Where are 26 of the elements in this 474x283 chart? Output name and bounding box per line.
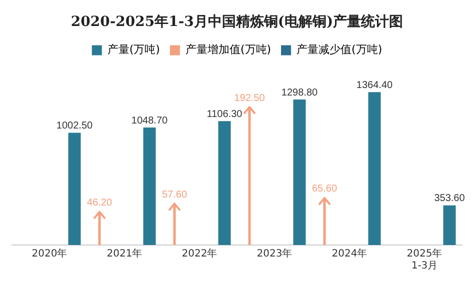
- bar: [143, 128, 156, 245]
- bar: [293, 100, 306, 245]
- data-label: 1002.50: [56, 120, 94, 132]
- x-tick-label: 2024年: [332, 248, 368, 260]
- data-label: 1364.40: [356, 80, 394, 91]
- data-label: 1106.30: [206, 108, 243, 120]
- x-tick-label: 2021年: [106, 248, 142, 260]
- data-label: 1298.80: [281, 87, 318, 98]
- legend-label: 产量增加值(万吨): [185, 43, 272, 56]
- x-tick-label: 2023年: [256, 248, 292, 260]
- x-tick-label: 2020年: [32, 248, 68, 260]
- data-label: 65.60: [312, 184, 338, 195]
- x-tick-label: 2025年 1-3月: [406, 248, 442, 272]
- data-label: 57.60: [162, 189, 188, 200]
- bar: [443, 205, 456, 245]
- data-label: 1048.70: [131, 115, 168, 126]
- data-label: 353.60: [434, 193, 466, 204]
- chart-title: 2020-2025年1-3月中国精炼铜(电解铜)产量统计图: [70, 13, 404, 30]
- bar: [68, 132, 81, 245]
- bar: [218, 121, 231, 245]
- legend-label: 产量减少值(万吨): [296, 43, 382, 56]
- data-label: 46.20: [86, 198, 112, 209]
- data-label: 192.50: [234, 92, 266, 104]
- bar: [368, 92, 381, 245]
- x-tick-label: 2022年: [182, 248, 218, 260]
- legend-label: 产量(万吨): [107, 43, 160, 56]
